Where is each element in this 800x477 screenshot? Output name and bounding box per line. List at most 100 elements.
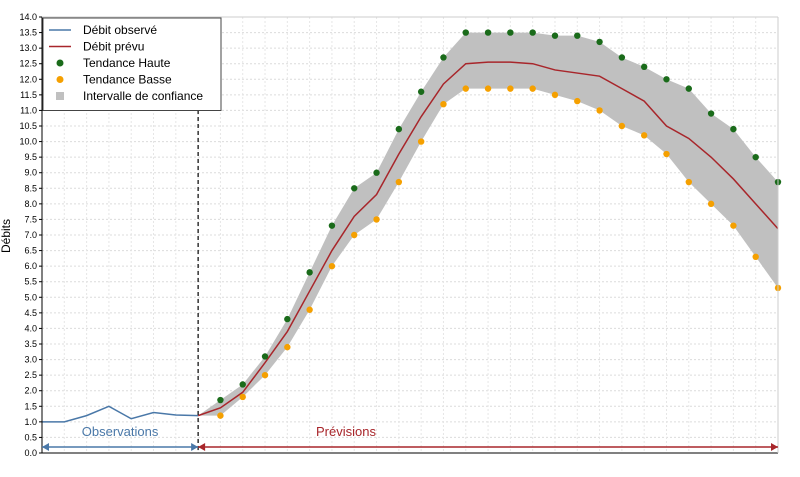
trend-dot [328, 222, 336, 229]
period-label: Prévisions [316, 424, 376, 439]
trend-dot [351, 185, 358, 192]
y-tick-label: 11.5 [20, 90, 37, 100]
series-line [42, 405, 199, 423]
trend-dot [707, 110, 715, 117]
y-tick-label: 1.5 [24, 401, 37, 411]
series-lines [42, 61, 779, 423]
trend-dot [373, 169, 380, 176]
trend-dot [417, 138, 425, 145]
y-tick-label: 10.0 [19, 137, 37, 147]
y-tick-label: 3.0 [24, 355, 37, 365]
period-label: Observations [82, 424, 159, 439]
trend-dot [596, 38, 603, 46]
trend-dot [685, 178, 692, 186]
period-arrowhead-right [191, 443, 199, 451]
trend-dot [507, 29, 514, 36]
legend-label: Intervalle de confiance [83, 89, 203, 103]
legend-label: Débit observé [83, 23, 157, 37]
trend-dot [239, 393, 246, 401]
y-tick-label: 2.5 [24, 370, 37, 380]
y-tick-label: 0.5 [24, 432, 37, 442]
trend-dot [596, 107, 603, 114]
trend-dot [217, 412, 224, 419]
y-tick-label: 11.0 [20, 105, 37, 115]
trend-dot [284, 315, 291, 323]
trend-dot [574, 32, 581, 39]
y-tick-label: 8.5 [24, 183, 37, 193]
trend-dot [551, 91, 559, 99]
trend-dot [261, 371, 269, 379]
trend-dot [284, 343, 291, 351]
period-arrowhead-left [42, 443, 49, 451]
y-tick-label: 10.5 [19, 121, 37, 131]
y-tick-label: 13.5 [19, 28, 37, 38]
trend-dot [462, 29, 469, 36]
trend-dot [306, 306, 313, 313]
trend-dot [395, 178, 403, 186]
y-tick-label: 5.5 [24, 277, 37, 287]
trend-dot [484, 29, 492, 36]
trend-dot [640, 63, 648, 71]
y-tick-label: 9.0 [24, 168, 37, 178]
confidence-band-area [198, 32, 778, 416]
trend-dot [306, 269, 313, 276]
trend-dot [529, 29, 536, 36]
trend-dot [239, 381, 246, 388]
confidence-band [198, 32, 778, 416]
y-tick-label: 9.5 [24, 152, 37, 162]
y-tick-label: 5.0 [24, 292, 37, 302]
y-tick-label: 2.0 [24, 386, 37, 396]
period-annotations: Observations Prévisions [42, 424, 778, 451]
y-axis-label: Débits [0, 219, 13, 253]
trend-dot [484, 85, 492, 92]
trend-dot [507, 85, 514, 92]
trend-dot [261, 353, 269, 360]
trend-dot [395, 125, 403, 133]
trend-dot [752, 153, 759, 161]
y-tick-label: 6.0 [24, 261, 37, 271]
trend-dot [730, 222, 737, 229]
trend-dot [640, 132, 648, 139]
period-arrowhead-left [198, 443, 206, 451]
axes: 0.0 0.5 1.0 1.5 2.0 2.5 3.0 3.5 4.0 4.5 5.0 5.5 6.0 6… [19, 12, 779, 458]
y-tick-label: 8.0 [24, 199, 37, 209]
trend-dot [574, 97, 581, 105]
period-arrowhead-right [771, 443, 778, 451]
legend-label: Tendance Haute [83, 56, 171, 70]
trend-dot [440, 101, 447, 108]
trend-dot [618, 122, 626, 130]
trend-dot [462, 85, 469, 92]
legend: Débit observé Débit prévu Tendance Haute Te… [42, 17, 222, 111]
trend-dot [529, 85, 536, 92]
trend-dot [618, 54, 626, 61]
trend-dot [707, 200, 715, 208]
y-tick-label: 4.5 [24, 308, 37, 318]
y-tick-label: 7.0 [24, 230, 37, 240]
y-tick-label: 1.0 [24, 417, 37, 427]
trend-dot [373, 216, 380, 223]
y-tick-label: 0.0 [24, 448, 37, 458]
y-tick-label: 7.5 [24, 214, 37, 224]
legend-square-swatch [56, 92, 64, 100]
trend-dots [217, 29, 782, 419]
legend-dot-swatch [56, 76, 64, 83]
trend-dot [217, 396, 224, 404]
series-line [197, 61, 779, 417]
trend-dot [417, 88, 425, 95]
y-tick-label: 12.0 [19, 74, 37, 84]
trend-dot [328, 262, 336, 270]
trend-dot [752, 253, 759, 260]
trend-dot [440, 54, 447, 61]
y-tick-label: 6.5 [24, 246, 37, 256]
legend-label: Tendance Basse [83, 73, 172, 87]
trend-dot [730, 125, 737, 133]
y-tick-label: 4.0 [24, 323, 37, 333]
trend-dot [685, 85, 692, 92]
trend-dot [351, 231, 358, 239]
trend-dot [551, 32, 559, 39]
trend-dot [663, 76, 670, 83]
legend-dot-swatch [56, 59, 64, 67]
legend-label: Débit prévu [83, 40, 144, 54]
y-tick-label: 14.0 [19, 12, 37, 22]
